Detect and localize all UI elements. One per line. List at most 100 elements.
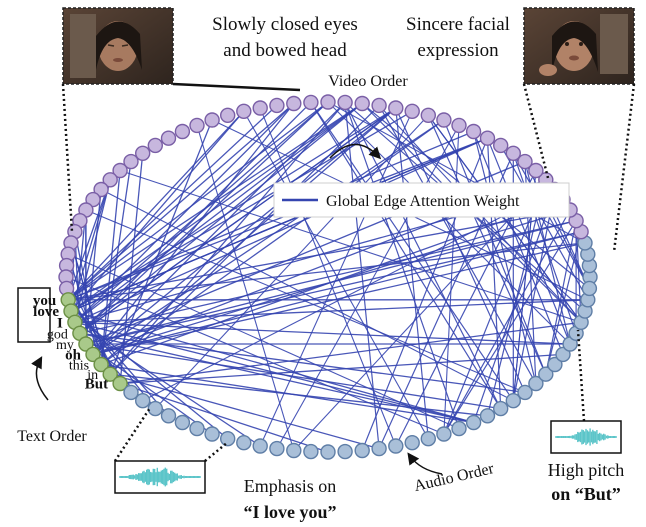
attention-edge [67, 101, 329, 301]
attention-edge [74, 209, 87, 323]
attention-edge [79, 101, 329, 334]
audio-node [123, 384, 139, 401]
attention-edge [79, 102, 363, 334]
attention-edge [344, 102, 460, 429]
attention-edge [109, 119, 213, 375]
attention-edge [500, 145, 589, 301]
video-node [436, 112, 452, 128]
attention-edge [67, 103, 295, 301]
video-node [236, 103, 252, 120]
attention-edge [110, 373, 488, 417]
text-word-label: But [85, 377, 108, 393]
attention-edge [79, 332, 526, 394]
dotted-connectors [61, 82, 636, 462]
legend-label: Global Edge Attention Weight [326, 193, 520, 210]
attention-edge [119, 169, 582, 323]
attention-edge [67, 254, 102, 365]
audio-node [505, 393, 521, 409]
audio-node [528, 375, 544, 392]
audio-node [147, 400, 164, 417]
attention-edge [67, 104, 278, 301]
audio-node [581, 280, 598, 297]
video-node [371, 97, 387, 114]
audio-node [555, 346, 571, 363]
attention-edge [154, 114, 429, 409]
audio-node [436, 426, 452, 442]
audio-node [252, 438, 268, 454]
attention-edge [120, 321, 582, 385]
video-node [451, 117, 467, 134]
video-node [147, 137, 164, 154]
video-node [465, 123, 482, 140]
video-order-arrow-icon [329, 143, 382, 160]
attention-edge [92, 242, 586, 356]
audio-node [174, 414, 191, 431]
video-node [174, 123, 191, 140]
attention-edge [100, 170, 121, 365]
video-node [85, 191, 101, 208]
face-thumbnail-sincere-icon [523, 7, 635, 85]
text-node [102, 366, 118, 382]
caption-closed-eyes-line2: and bowed head [223, 40, 347, 61]
video-node [269, 97, 285, 114]
video-node [189, 117, 205, 134]
attention-edge [70, 310, 474, 424]
attention-edge [327, 101, 571, 345]
text-word-label: I [57, 315, 63, 331]
video-node [112, 162, 128, 179]
video-node [404, 103, 420, 120]
attention-edge [85, 209, 526, 393]
attention-edge [109, 104, 380, 375]
waveform-high-pitch-icon [550, 420, 622, 454]
attention-edge [100, 189, 514, 402]
audio-node [160, 408, 177, 424]
attention-edge [110, 373, 380, 450]
attention-edge [378, 105, 537, 384]
text-node [112, 375, 128, 392]
attention-edge [259, 107, 397, 447]
audio-node [320, 444, 336, 460]
attention-edge [293, 179, 547, 451]
attention-edge [119, 153, 144, 384]
attention-edge [443, 209, 571, 435]
audio-node [371, 440, 387, 457]
audio-order-arrow-icon [407, 452, 443, 475]
caption-high-pitch-line1: High pitch [548, 460, 625, 480]
caption-audio-order: Audio Order [412, 460, 496, 495]
node-layer [58, 94, 598, 460]
attention-edge [443, 119, 547, 375]
attention-edge [512, 189, 556, 401]
attention-edge [70, 110, 245, 312]
audio-node [465, 414, 482, 431]
text-order-arrow-icon [31, 356, 49, 401]
video-node [134, 145, 151, 162]
audio-node [517, 384, 533, 401]
attention-edge [92, 107, 397, 355]
attention-edge [109, 101, 346, 375]
caption-high-pitch-line2: on “But” [551, 484, 621, 504]
waveform-emphasis-icon [114, 460, 206, 494]
caption-sincere-line1: Sincere facial [406, 14, 510, 35]
audio-node [219, 431, 236, 447]
attention-edge [545, 220, 577, 375]
attention-edge [486, 179, 547, 416]
audio-node [451, 420, 467, 437]
text-word-label: oh [65, 347, 82, 363]
video-node [219, 107, 236, 124]
attention-edge [427, 115, 547, 375]
attention-edge [67, 253, 460, 430]
attention-edge [120, 353, 564, 385]
video-node [337, 94, 353, 111]
audio-node [538, 366, 554, 382]
face-thumbnail-closed-eyes-icon [62, 7, 174, 85]
audio-node [404, 435, 420, 451]
caption-video-order: Video Order [328, 73, 408, 90]
caption-emphasis-line1: Emphasis on [244, 476, 337, 496]
text-word-label: god [47, 327, 68, 342]
attention-edge [67, 130, 474, 301]
attention-edge [70, 137, 488, 312]
attention-edge [443, 179, 547, 435]
attention-edge [65, 276, 121, 384]
video-node [517, 153, 533, 170]
